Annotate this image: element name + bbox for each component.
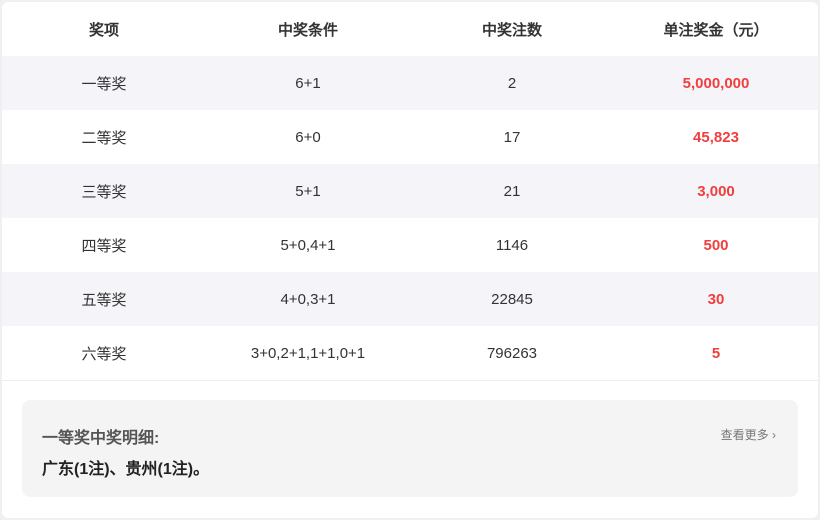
table-row: 四等奖 5+0,4+1 1146 500: [2, 218, 818, 272]
win-count: 21: [503, 182, 521, 200]
table-row: 一等奖 6+1 2 5,000,000: [2, 56, 818, 110]
win-condition: 5+0,4+1: [280, 236, 336, 254]
prize-amount: 3,000: [697, 182, 735, 200]
prize-level: 三等奖: [81, 183, 127, 201]
header-count: 中奖注数: [481, 21, 542, 39]
table-row: 六等奖 3+0,2+1,1+1,0+1 796263 5: [2, 326, 818, 380]
win-condition: 6+1: [295, 74, 321, 92]
table-row: 三等奖 5+1 21 3,000: [2, 164, 818, 218]
view-more-label: 查看更多: [720, 428, 769, 442]
win-count: 22845: [491, 290, 533, 308]
prize-amount: 45,823: [693, 128, 739, 146]
prize-amount: 30: [707, 290, 725, 308]
win-count: 796263: [486, 344, 538, 362]
detail-text: 广东(1注)、贵州(1注)。: [42, 461, 210, 478]
view-more-link[interactable]: 查看更多 ›: [721, 426, 776, 443]
chevron-right-icon: ›: [768, 428, 776, 442]
first-prize-detail: 一等奖中奖明细: 查看更多 › 广东(1注)、贵州(1注)。: [22, 400, 798, 497]
win-count: 2: [507, 74, 517, 92]
prize-table: 奖项 中奖条件 中奖注数 单注奖金（元） 一等奖 6+1 2 5,000,000 二等奖…: [2, 2, 818, 381]
win-count: 1146: [495, 236, 529, 254]
table-header: 奖项 中奖条件 中奖注数 单注奖金（元）: [2, 2, 818, 56]
win-count: 17: [503, 128, 521, 146]
prize-amount: 500: [703, 236, 729, 254]
prize-level: 五等奖: [81, 291, 127, 309]
win-condition: 6+0: [295, 128, 321, 146]
header-prize: 单注奖金（元）: [663, 21, 769, 39]
header-condition: 中奖条件: [277, 21, 338, 39]
prize-level: 二等奖: [81, 129, 127, 147]
prize-level: 四等奖: [81, 237, 127, 255]
prize-level: 六等奖: [81, 345, 127, 363]
detail-title: 一等奖中奖明细:: [42, 430, 160, 447]
table-row: 二等奖 6+0 17 45,823: [2, 110, 818, 164]
win-condition: 3+0,2+1,1+1,0+1: [250, 344, 366, 362]
table-row: 五等奖 4+0,3+1 22845 30: [2, 272, 818, 326]
prize-amount: 5: [711, 344, 721, 362]
prize-amount: 5,000,000: [682, 74, 750, 92]
header-level: 奖项: [88, 21, 119, 39]
win-condition: 5+1: [295, 182, 321, 200]
win-condition: 4+0,3+1: [280, 290, 336, 308]
prize-level: 一等奖: [81, 75, 127, 93]
